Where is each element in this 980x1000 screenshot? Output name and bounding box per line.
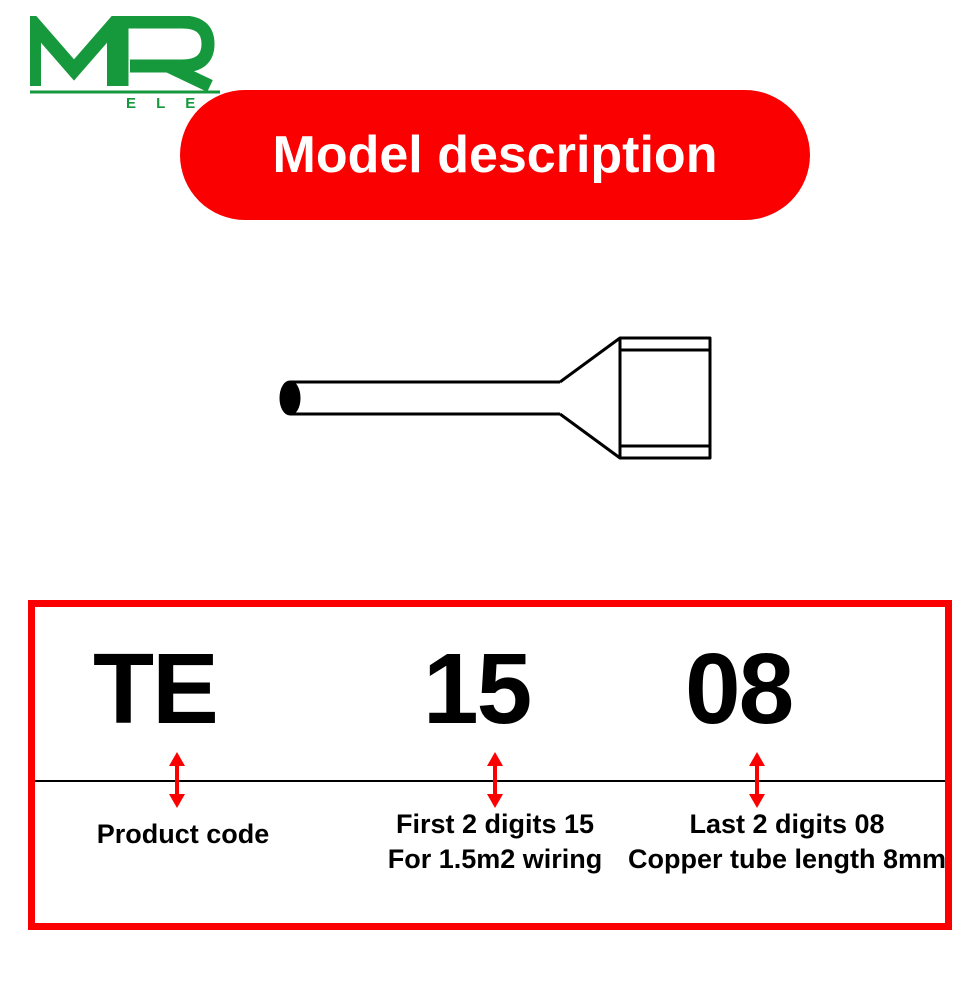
arrow-icon (167, 752, 187, 808)
desc-3-line1: Last 2 digits 08 (689, 809, 884, 839)
brand-logo: E L E C (30, 16, 220, 116)
desc-1-line1: Product code (97, 819, 270, 849)
code-segment-1: TE (93, 639, 217, 739)
desc-3: Last 2 digits 08 Copper tube length 8mm (627, 807, 947, 877)
arrow-icon (747, 752, 767, 808)
arrow-icon (485, 752, 505, 808)
desc-1: Product code (63, 817, 303, 852)
desc-2: First 2 digits 15 For 1.5m2 wiring (345, 807, 645, 877)
code-segment-3: 08 (685, 639, 792, 739)
code-segment-2: 15 (423, 639, 530, 739)
desc-2-line1: First 2 digits 15 (396, 809, 594, 839)
ferrule-illustration (270, 310, 730, 495)
model-code-box: TE 15 08 Product code First 2 digits 15 … (28, 600, 952, 930)
title-text: Model description (273, 125, 718, 185)
desc-3-line2: Copper tube length 8mm (628, 844, 946, 874)
desc-2-line2: For 1.5m2 wiring (388, 844, 603, 874)
title-banner: Model description (180, 90, 810, 220)
